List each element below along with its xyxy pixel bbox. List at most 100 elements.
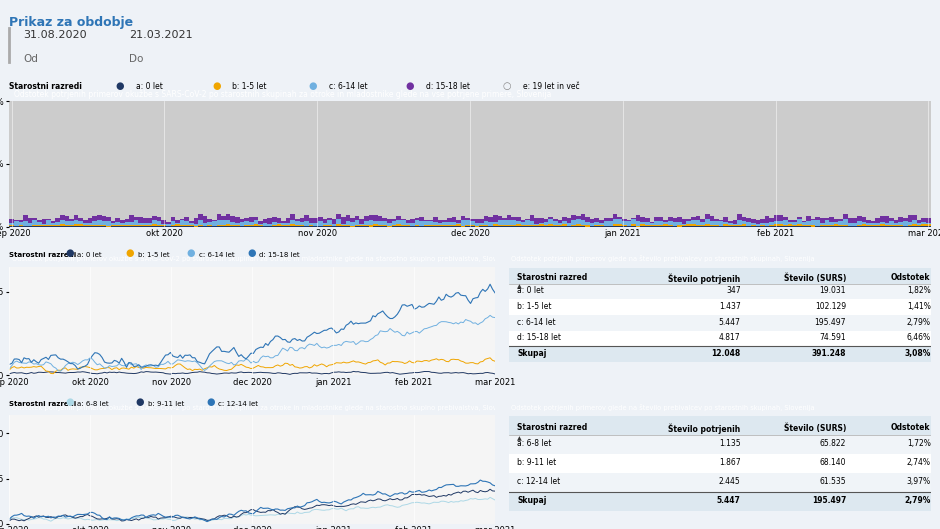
Bar [599,220,603,223]
Bar [645,101,650,218]
Bar [926,218,931,223]
Bar [691,224,696,226]
Bar [116,101,120,218]
Bar [640,222,645,224]
Bar [862,222,866,224]
Bar [138,101,143,217]
Bar [802,221,807,222]
Bar [834,224,838,226]
Bar [203,225,208,226]
Bar [797,101,802,217]
Bar [152,216,157,220]
Text: 74.591: 74.591 [820,333,846,342]
Bar [613,101,618,214]
Bar [351,222,355,225]
Bar [92,225,97,226]
Bar [853,225,857,226]
Bar [632,218,635,220]
Bar [728,101,732,222]
Bar [461,221,465,226]
Bar [673,222,678,225]
Bar [60,215,65,220]
Bar [627,222,632,225]
Bar [424,222,429,225]
Bar [33,220,37,225]
Bar [553,101,557,218]
Bar [74,224,79,226]
Bar [724,101,728,217]
Text: Število potrjenih: Število potrjenih [668,423,741,434]
Bar [28,225,33,226]
Bar [198,214,203,220]
Bar [511,220,516,225]
Bar [834,219,838,222]
Bar [553,218,557,221]
Bar [433,101,438,217]
Bar [286,223,290,225]
Bar [640,101,645,217]
Bar [742,224,746,226]
Bar [875,225,880,226]
Bar [737,225,742,226]
Bar [364,221,368,225]
Bar [829,217,834,222]
Bar [843,224,848,226]
Bar [443,221,447,222]
Bar [249,217,254,223]
Bar [465,218,470,220]
Bar [530,101,535,215]
Bar [106,217,111,221]
Bar [562,217,567,221]
Bar [557,225,562,226]
Bar [37,220,41,222]
Bar [230,224,235,226]
Bar [429,220,433,221]
Bar [525,219,530,221]
Bar [235,217,240,223]
Bar [659,225,664,226]
Bar [456,224,461,226]
Bar [157,225,162,226]
Bar [300,222,305,225]
Text: 1.135: 1.135 [719,440,741,449]
Bar [341,224,346,225]
Bar [557,223,562,225]
Bar [535,101,540,218]
Bar [368,215,373,220]
Bar [705,101,710,214]
Bar [424,225,429,226]
Bar [461,101,465,215]
Bar [208,219,212,222]
Text: b: 1-5 let: b: 1-5 let [232,82,267,91]
Bar [83,101,87,220]
Bar [710,221,714,225]
Bar [921,224,926,226]
Bar [383,218,387,221]
Bar [355,216,359,220]
Bar [87,217,92,223]
Bar [111,101,116,222]
Bar [203,223,208,225]
Bar [263,219,267,223]
Bar [258,221,263,224]
Bar [838,101,843,220]
Bar [778,101,783,215]
Bar [405,225,410,226]
Text: ●: ● [65,248,73,258]
Bar [632,224,635,226]
Bar [816,217,820,221]
Bar [567,218,572,223]
Bar [489,217,494,222]
Bar [654,217,659,221]
Bar [433,217,438,223]
Bar [599,223,603,225]
Bar [258,101,263,221]
Bar [111,223,116,225]
Text: 195.497: 195.497 [812,496,846,505]
Bar [908,222,912,225]
Bar [525,101,530,219]
Bar [55,101,60,218]
Bar [562,221,567,224]
Bar [511,101,516,217]
Bar [208,225,212,226]
